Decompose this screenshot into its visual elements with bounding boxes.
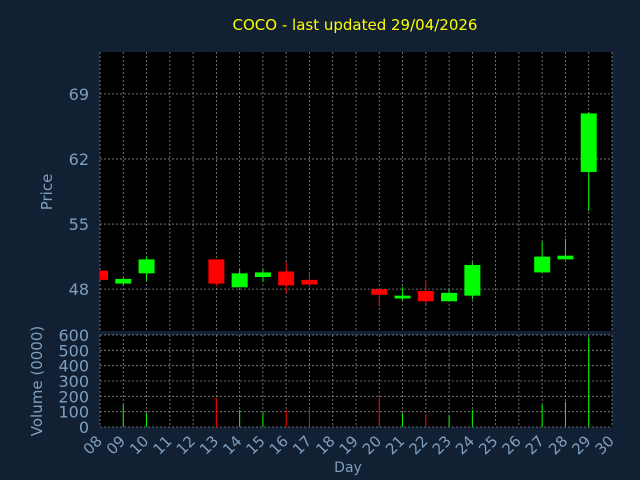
volume-bars [122, 337, 590, 427]
chart-title: COCO - last updated 29/04/2026 [233, 16, 478, 34]
price-tick-label: 48 [69, 280, 89, 299]
candle-body [534, 256, 551, 273]
price-axis-ticks: 48 55 62 69 [69, 85, 89, 299]
candle [254, 268, 271, 282]
candle [99, 270, 108, 280]
candle [464, 262, 481, 300]
candle-body [301, 279, 318, 285]
candle-body [441, 292, 458, 302]
candle-body [394, 295, 411, 299]
price-tick-label: 55 [69, 215, 89, 234]
candle [534, 241, 551, 273]
candle-body [417, 291, 434, 302]
candle [371, 289, 388, 307]
price-tick-label: 69 [69, 85, 89, 104]
candle [394, 287, 411, 301]
candle-body [100, 270, 108, 280]
candlesticks [99, 112, 597, 307]
candle [115, 277, 132, 286]
candle-body [278, 271, 295, 286]
candle-body [254, 272, 271, 278]
price-panel: 48 55 62 69 Price [38, 52, 613, 331]
candle [208, 259, 225, 287]
volume-tick-label: 600 [58, 326, 89, 345]
candle [580, 112, 597, 212]
candle [557, 238, 574, 260]
candle [278, 262, 295, 293]
candle-body [231, 273, 248, 288]
volume-tick-label: 300 [58, 372, 89, 391]
candle-body [580, 113, 597, 172]
candle-body [138, 259, 155, 274]
price-axis-label: Price [38, 174, 56, 211]
price-tick-label: 62 [69, 150, 89, 169]
volume-axis-label: Volume (0000) [28, 326, 46, 436]
price-gridlines [99, 52, 613, 331]
volume-tick-label: 200 [58, 387, 89, 406]
candle [441, 289, 458, 302]
candle-body [115, 278, 132, 284]
volume-tick-label: 500 [58, 341, 89, 360]
volume-tick-label: 0 [79, 418, 89, 437]
candle [138, 256, 155, 281]
candle-body [208, 259, 225, 284]
candle [417, 280, 434, 305]
candle [301, 273, 318, 288]
candle-body [371, 289, 388, 295]
candle-body [464, 264, 481, 296]
volume-tick-label: 400 [58, 357, 89, 376]
candle-body [557, 255, 574, 260]
volume-gridlines [99, 334, 613, 428]
candle [231, 269, 248, 288]
day-axis-label: Day [334, 460, 362, 476]
volume-tick-label: 100 [58, 403, 89, 422]
day-axis-ticks: 0809101112131415161718192021222324252627… [80, 432, 618, 458]
